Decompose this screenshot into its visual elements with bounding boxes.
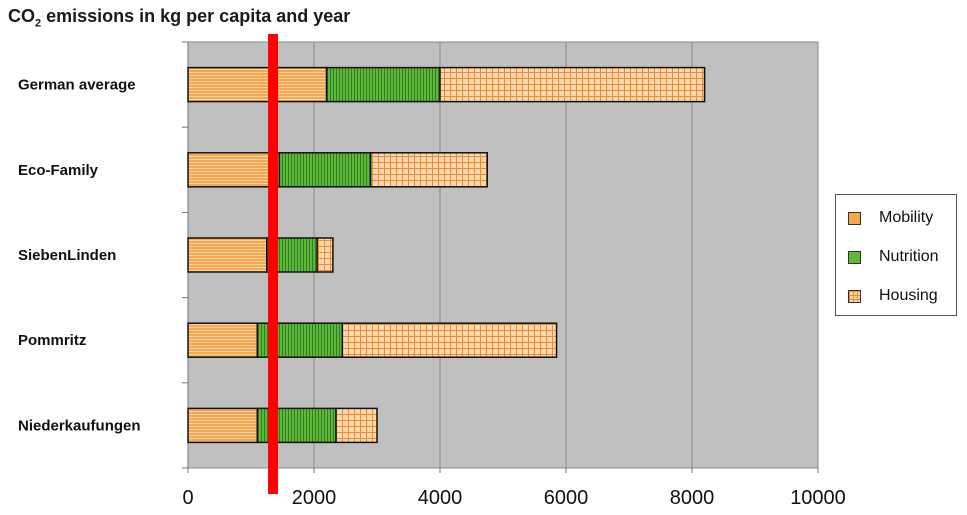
bar-housing-german-average <box>439 66 706 103</box>
x-tick-label: 4000 <box>418 487 463 509</box>
legend-item-mobility: Mobility <box>848 209 933 227</box>
bar-mobility-eco-family <box>187 152 281 188</box>
legend-label-nutrition: Nutrition <box>879 248 939 265</box>
bar-housing-eco-family <box>369 152 489 188</box>
bar-housing-siebenlinden <box>316 237 334 273</box>
legend-swatch-mobility <box>848 211 861 225</box>
legend-label-mobility: Mobility <box>879 209 934 226</box>
bar-housing-niederkaufungen <box>335 407 378 444</box>
x-tick-label: 6000 <box>544 487 589 509</box>
legend-swatch-housing <box>848 289 861 303</box>
chart-title: CO2 emissions in kg per capita and year <box>8 6 351 30</box>
legend-label-housing: Housing <box>879 287 938 304</box>
bar-mobility-pommritz <box>187 322 259 358</box>
bar-nutrition-german-average <box>325 66 441 103</box>
bar-nutrition-eco-family <box>278 152 372 188</box>
category-label: Niederkaufungen <box>18 417 141 434</box>
reference-line <box>268 34 279 494</box>
legend-item-housing: Housing <box>848 287 938 305</box>
legend-swatch-nutrition <box>848 250 861 264</box>
x-tick-label: 0 <box>182 487 193 509</box>
bar-mobility-niederkaufungen <box>187 407 259 444</box>
category-label: SiebenLinden <box>18 247 116 264</box>
bar-housing-pommritz <box>341 322 558 358</box>
x-tick-label: 8000 <box>670 487 715 509</box>
category-label: German average <box>18 77 136 94</box>
x-tick-label: 2000 <box>292 487 337 509</box>
bar-mobility-german-average <box>187 66 328 103</box>
legend-item-nutrition: Nutrition <box>848 248 939 266</box>
legend: Mobility Nutrition Housing <box>835 194 957 316</box>
x-tick-label: 10000 <box>790 487 846 509</box>
bar-mobility-siebenlinden <box>187 237 268 273</box>
category-label: Pommritz <box>18 332 86 349</box>
category-label: Eco-Family <box>18 162 99 179</box>
